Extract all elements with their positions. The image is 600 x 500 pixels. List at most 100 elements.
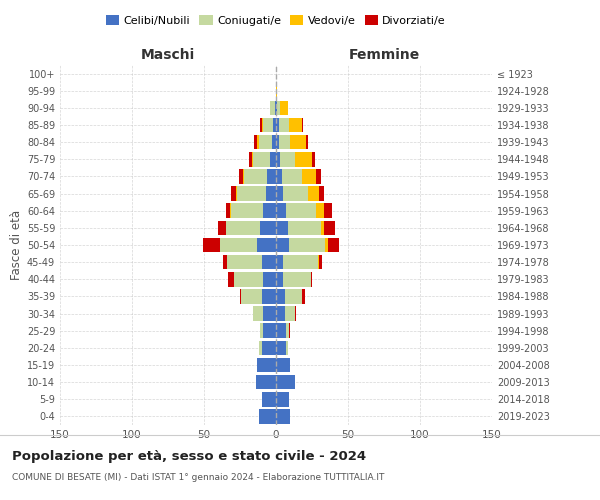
Bar	[276, 84, 277, 98]
Bar	[283, 272, 311, 286]
Bar	[284, 306, 295, 321]
Bar	[287, 220, 320, 235]
Bar	[226, 204, 230, 218]
Bar	[270, 100, 275, 115]
Bar	[276, 409, 290, 424]
Bar	[218, 220, 226, 235]
Bar	[316, 204, 323, 218]
Bar	[279, 118, 289, 132]
Bar	[244, 169, 268, 184]
Bar	[253, 152, 270, 166]
Bar	[276, 324, 286, 338]
Bar	[262, 255, 276, 270]
Bar	[263, 306, 276, 321]
Bar	[260, 118, 262, 132]
Y-axis label: Fasce di età: Fasce di età	[10, 210, 23, 280]
Bar	[257, 358, 276, 372]
Legend: Celibi/Nubili, Coniugati/e, Vedovi/e, Divorziati/e: Celibi/Nubili, Coniugati/e, Vedovi/e, Di…	[101, 10, 451, 30]
Bar	[229, 272, 234, 286]
Bar	[320, 220, 323, 235]
Bar	[260, 220, 276, 235]
Bar	[276, 152, 280, 166]
Bar	[286, 204, 316, 218]
Bar	[226, 220, 260, 235]
Bar	[279, 135, 290, 150]
Bar	[277, 100, 280, 115]
Bar	[286, 324, 289, 338]
Bar	[325, 238, 328, 252]
Bar	[248, 152, 251, 166]
Bar	[323, 220, 335, 235]
Bar	[311, 272, 312, 286]
Text: Popolazione per età, sesso e stato civile - 2024: Popolazione per età, sesso e stato civil…	[12, 450, 366, 463]
Bar	[253, 306, 263, 321]
Bar	[263, 324, 276, 338]
Bar	[236, 186, 237, 201]
Bar	[276, 289, 284, 304]
Bar	[282, 169, 302, 184]
Bar	[251, 152, 253, 166]
Bar	[263, 118, 273, 132]
Text: Femmine: Femmine	[349, 48, 419, 62]
Bar	[262, 392, 276, 406]
Bar	[239, 169, 243, 184]
Bar	[232, 204, 263, 218]
Bar	[276, 220, 287, 235]
Bar	[308, 186, 319, 201]
Bar	[319, 255, 322, 270]
Bar	[276, 135, 279, 150]
Bar	[283, 186, 308, 201]
Bar	[276, 204, 286, 218]
Bar	[318, 255, 319, 270]
Bar	[263, 272, 276, 286]
Bar	[259, 135, 272, 150]
Bar	[276, 255, 283, 270]
Bar	[302, 289, 305, 304]
Bar	[270, 152, 276, 166]
Bar	[234, 272, 263, 286]
Bar	[276, 340, 286, 355]
Bar	[280, 152, 295, 166]
Bar	[273, 118, 276, 132]
Bar	[290, 135, 306, 150]
Bar	[266, 186, 276, 201]
Bar	[262, 118, 263, 132]
Bar	[283, 255, 318, 270]
Bar	[256, 375, 276, 390]
Bar	[230, 204, 232, 218]
Bar	[275, 100, 276, 115]
Bar	[263, 204, 276, 218]
Bar	[276, 306, 284, 321]
Bar	[276, 118, 279, 132]
Bar	[286, 340, 287, 355]
Bar	[276, 375, 295, 390]
Bar	[241, 289, 262, 304]
Bar	[276, 272, 283, 286]
Bar	[259, 409, 276, 424]
Bar	[262, 289, 276, 304]
Bar	[302, 118, 304, 132]
Bar	[319, 186, 323, 201]
Bar	[220, 238, 257, 252]
Bar	[257, 238, 276, 252]
Bar	[276, 169, 282, 184]
Bar	[254, 135, 257, 150]
Bar	[289, 118, 302, 132]
Bar	[260, 324, 263, 338]
Bar	[289, 324, 290, 338]
Bar	[259, 340, 262, 355]
Bar	[268, 169, 276, 184]
Bar	[232, 186, 236, 201]
Bar	[295, 152, 312, 166]
Bar	[223, 255, 227, 270]
Bar	[272, 135, 276, 150]
Bar	[316, 169, 320, 184]
Bar	[237, 186, 266, 201]
Bar	[276, 238, 289, 252]
Bar	[280, 100, 287, 115]
Text: Maschi: Maschi	[141, 48, 195, 62]
Bar	[262, 340, 276, 355]
Bar	[312, 152, 315, 166]
Bar	[302, 169, 316, 184]
Bar	[203, 238, 220, 252]
